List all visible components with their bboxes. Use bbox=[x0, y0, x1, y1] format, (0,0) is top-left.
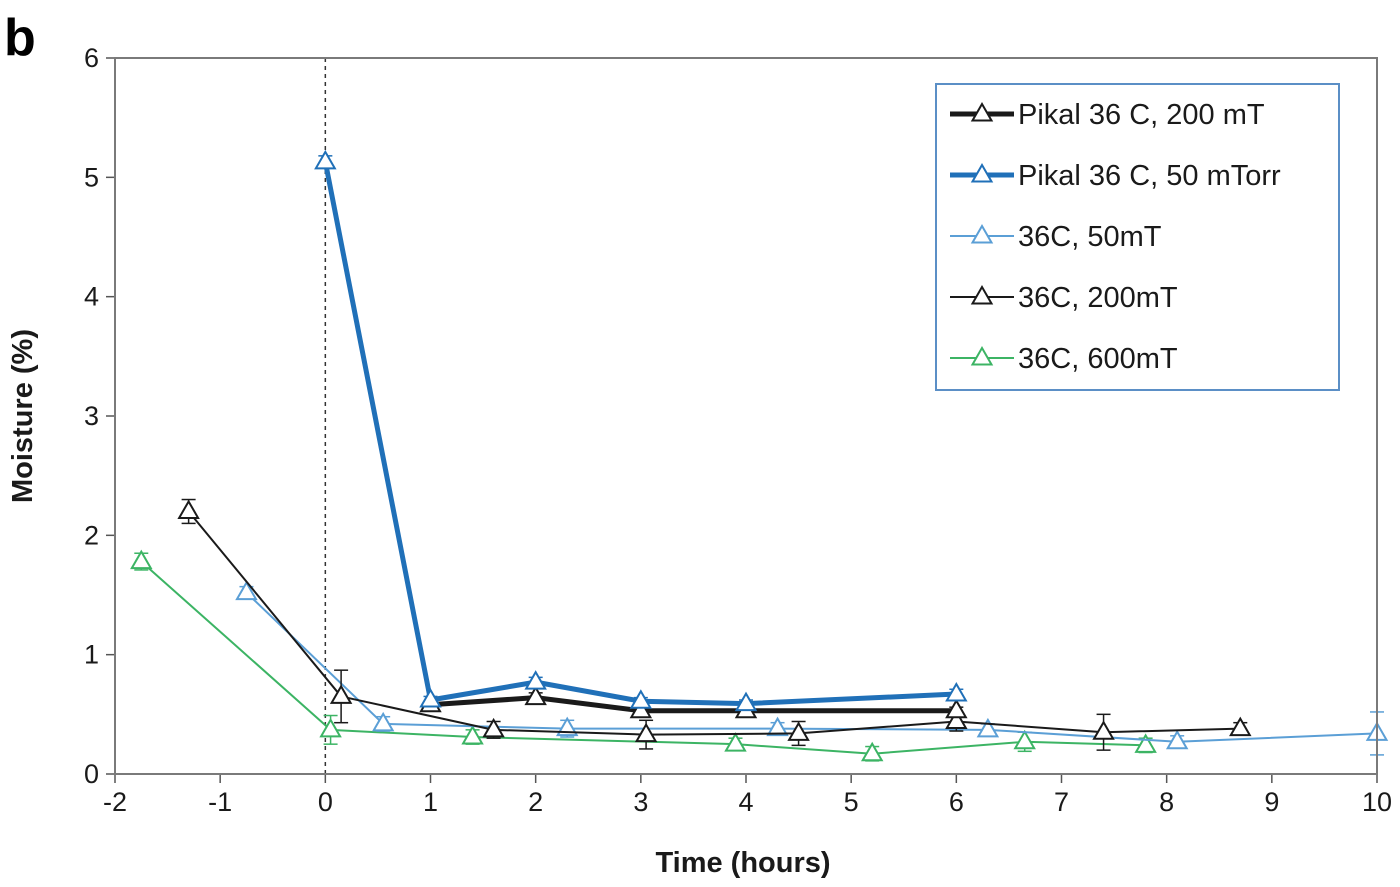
legend-marker bbox=[970, 284, 994, 305]
legend-item-4: 36C, 200mT bbox=[950, 282, 1178, 314]
x-tick-label: 1 bbox=[423, 787, 438, 817]
legend-marker bbox=[970, 162, 994, 183]
y-tick-label: 1 bbox=[84, 640, 99, 670]
data-point-marker bbox=[724, 732, 747, 752]
series-line bbox=[187, 510, 1241, 736]
data-point-marker bbox=[945, 682, 968, 702]
data-point-marker bbox=[1013, 729, 1036, 750]
data-point-marker bbox=[235, 580, 258, 601]
data-point-marker bbox=[482, 717, 505, 738]
data-point-marker bbox=[1134, 733, 1157, 753]
x-axis: -2 -1 0 1 2 3 4 5 6 7 8 9 10 bbox=[103, 774, 1392, 817]
x-tick-label: -2 bbox=[103, 787, 127, 817]
x-tick-label: 9 bbox=[1264, 787, 1279, 817]
x-axis-title: Time (hours) bbox=[655, 847, 830, 879]
data-point-marker bbox=[976, 717, 1000, 738]
data-point-marker bbox=[1229, 716, 1252, 737]
x-tick-label: 4 bbox=[738, 787, 753, 817]
legend-label: 36C, 50mT bbox=[1018, 221, 1162, 253]
data-point-marker bbox=[1165, 729, 1189, 750]
data-point-marker bbox=[314, 149, 337, 170]
legend-marker bbox=[970, 101, 994, 122]
series-2 bbox=[314, 149, 968, 712]
y-tick-label: 2 bbox=[84, 520, 99, 550]
data-point-marker bbox=[177, 499, 200, 519]
data-point-marker bbox=[766, 716, 789, 737]
data-point-marker bbox=[524, 670, 547, 690]
x-tick-label: 6 bbox=[949, 787, 964, 817]
data-point-marker bbox=[1092, 720, 1115, 740]
legend-label: Pikal 36 C, 200 mT bbox=[1018, 99, 1265, 131]
y-tick-label: 0 bbox=[84, 759, 99, 789]
y-tick-label: 3 bbox=[84, 401, 99, 431]
x-tick-label: 2 bbox=[528, 787, 543, 817]
data-point-marker bbox=[319, 717, 342, 738]
plot-frame bbox=[114, 57, 1378, 775]
y-axis: 0 1 2 3 4 5 6 bbox=[84, 43, 115, 789]
series-line bbox=[322, 161, 957, 707]
data-point-marker bbox=[634, 722, 658, 743]
legend-label: 36C, 200mT bbox=[1018, 282, 1178, 314]
y-tick-label: 6 bbox=[84, 43, 99, 73]
legend-item-1: Pikal 36 C, 200 mT bbox=[950, 99, 1265, 131]
x-tick-label: 7 bbox=[1054, 787, 1069, 817]
x-tick-label: 0 bbox=[318, 787, 333, 817]
x-tick-label: 3 bbox=[633, 787, 648, 817]
series-layer bbox=[130, 149, 1389, 762]
x-tick-label: 10 bbox=[1362, 787, 1392, 817]
data-point-marker bbox=[734, 691, 758, 712]
data-point-marker bbox=[629, 689, 653, 709]
series-5 bbox=[130, 549, 1157, 762]
legend-item-3: 36C, 50mT bbox=[950, 221, 1162, 253]
panel-label: b bbox=[4, 9, 36, 67]
y-tick-label: 5 bbox=[84, 162, 99, 192]
data-point-marker bbox=[329, 684, 353, 704]
legend-label: Pikal 36 C, 50 mTorr bbox=[1018, 160, 1281, 192]
x-tick-label: -1 bbox=[208, 787, 232, 817]
x-tick-label: 5 bbox=[844, 787, 859, 817]
legend: Pikal 36 C, 200 mT Pikal 36 C, 50 mTorr 36… bbox=[935, 83, 1340, 391]
data-point-marker bbox=[945, 709, 968, 729]
y-tick-label: 4 bbox=[84, 282, 99, 312]
data-point-marker bbox=[945, 698, 968, 719]
data-point-marker bbox=[371, 711, 395, 732]
legend-marker bbox=[970, 223, 994, 244]
data-point-marker bbox=[419, 688, 442, 708]
data-point-marker bbox=[524, 685, 547, 706]
data-point-marker bbox=[130, 549, 153, 570]
x-tick-label: 8 bbox=[1159, 787, 1174, 817]
legend-marker bbox=[970, 345, 994, 366]
data-point-marker bbox=[860, 741, 884, 762]
data-point-marker bbox=[461, 725, 484, 745]
legend-item-5: 36C, 600mT bbox=[950, 343, 1178, 375]
legend-label: 36C, 600mT bbox=[1018, 343, 1178, 375]
data-point-marker bbox=[629, 698, 653, 719]
y-axis-title: Moisture (%) bbox=[7, 329, 39, 503]
data-point-marker bbox=[787, 721, 810, 741]
legend-item-2: Pikal 36 C, 50 mTorr bbox=[950, 160, 1281, 192]
